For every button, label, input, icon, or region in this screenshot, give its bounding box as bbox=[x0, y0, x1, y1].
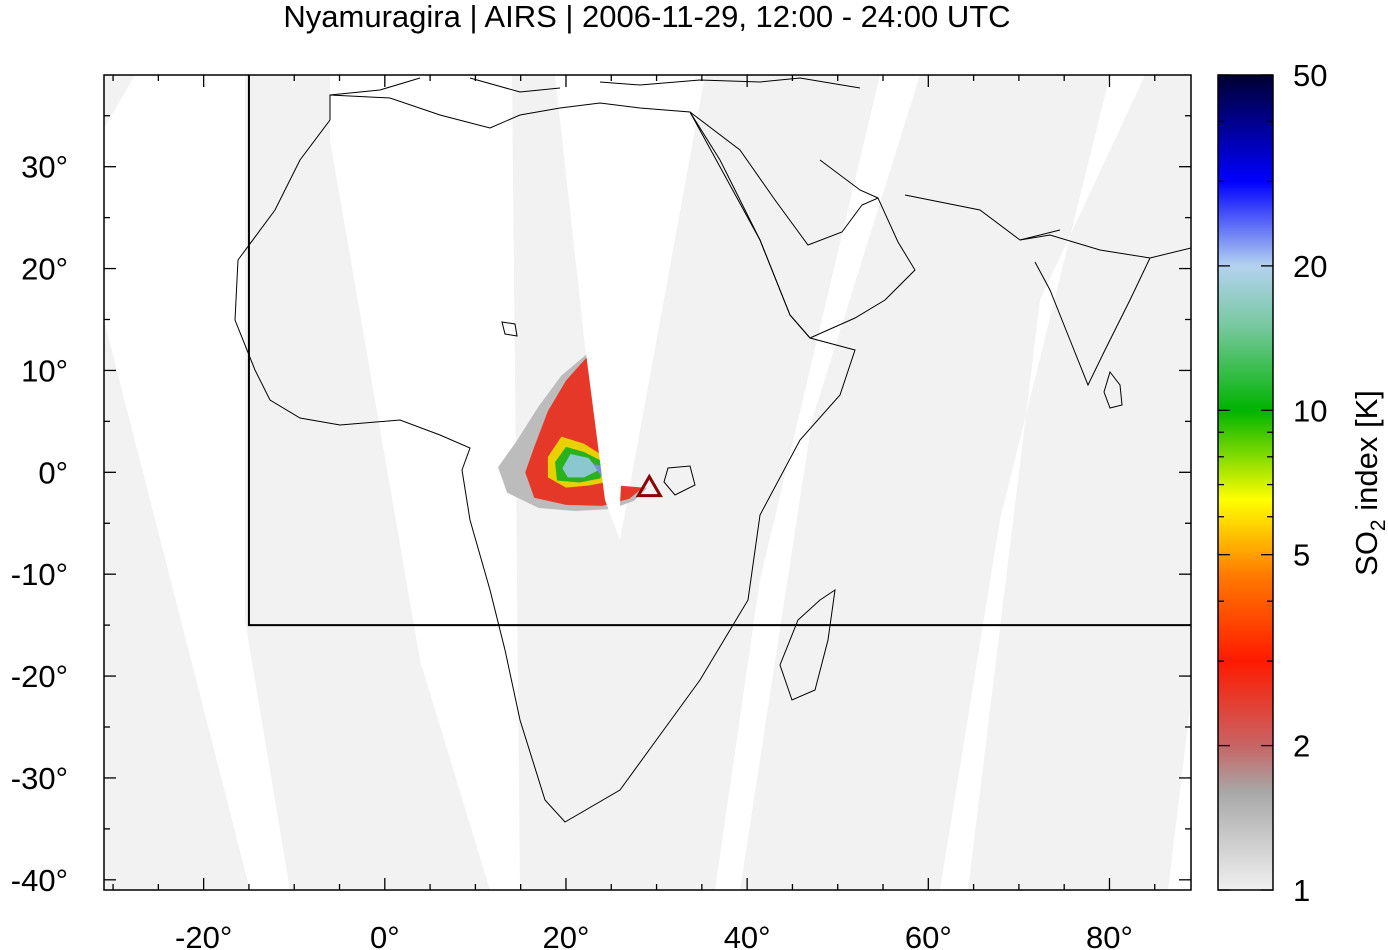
y-tick-label: 10° bbox=[21, 353, 68, 388]
y-tick-labels: 30° 20° 10° 0° -10° -20° -30° -40° bbox=[11, 150, 68, 898]
colorbar-tick-label: 20 bbox=[1293, 249, 1327, 284]
swath-gap-1 bbox=[104, 75, 290, 890]
satellite-swath-gaps bbox=[104, 75, 1191, 890]
colorbar-tick-label: 1 bbox=[1293, 873, 1310, 908]
mediterranean-north-coastline bbox=[329, 77, 861, 96]
swath-gap-6 bbox=[1168, 700, 1191, 890]
colorbar-ticks bbox=[1218, 74, 1273, 891]
y-tick-label: -30° bbox=[11, 761, 68, 796]
colorbar-label: SO2 index [K] bbox=[1349, 390, 1388, 576]
y-tick-label: -40° bbox=[11, 863, 68, 898]
india-coastline bbox=[1019, 234, 1191, 387]
lake-chad-coastline bbox=[501, 321, 518, 337]
colorbar-tick-label: 2 bbox=[1293, 729, 1310, 764]
x-tick-label: 20° bbox=[543, 920, 590, 950]
x-tick-label: 40° bbox=[724, 920, 771, 950]
colorbar-tick-label: 10 bbox=[1293, 393, 1327, 428]
chart-title: Nyamuragira | AIRS | 2006-11-29, 12:00 -… bbox=[283, 0, 1010, 34]
search-region-box bbox=[247, 75, 1191, 627]
axis-ticks bbox=[104, 75, 1191, 890]
y-tick-label: -20° bbox=[11, 659, 68, 694]
so2-plume-swath-gap-edge bbox=[583, 330, 622, 535]
y-tick-label: -10° bbox=[11, 557, 68, 592]
swath-gap-3 bbox=[555, 75, 705, 540]
y-tick-label: 30° bbox=[21, 150, 68, 185]
colorbar-tick-label: 5 bbox=[1293, 538, 1310, 573]
lake-victoria-coastline bbox=[663, 465, 696, 496]
madagascar-coastline bbox=[779, 588, 836, 701]
x-tick-label: 80° bbox=[1086, 920, 1133, 950]
arabia-coastline bbox=[689, 111, 916, 339]
africa-coastline bbox=[234, 94, 856, 823]
volcano-marker-icon bbox=[635, 473, 663, 498]
swath-gap-5 bbox=[940, 75, 1145, 890]
swath-gap-2 bbox=[330, 75, 520, 890]
x-tick-labels: -20° 0° 20° 40° 60° 80° bbox=[175, 920, 1133, 950]
sri-lanka-coastline bbox=[1103, 370, 1123, 409]
plot-frame bbox=[103, 74, 1192, 891]
x-tick-label: -20° bbox=[175, 920, 232, 950]
so2-contour-level bbox=[562, 453, 599, 478]
colorbar-tick-label: 50 bbox=[1293, 58, 1327, 93]
y-tick-label: 0° bbox=[38, 455, 68, 490]
x-tick-label: 0° bbox=[370, 920, 400, 950]
colorbar-tick-labels: 1 2 5 10 20 50 bbox=[1293, 58, 1327, 908]
x-tick-label: 60° bbox=[905, 920, 952, 950]
swath-gap-4 bbox=[715, 75, 920, 890]
colorbar bbox=[1217, 74, 1274, 891]
so2-plume bbox=[498, 344, 648, 512]
persian-gulf-coastline bbox=[819, 159, 1061, 241]
coastlines bbox=[234, 77, 1191, 823]
map-plot-area bbox=[104, 75, 1191, 890]
y-tick-label: 20° bbox=[21, 252, 68, 287]
